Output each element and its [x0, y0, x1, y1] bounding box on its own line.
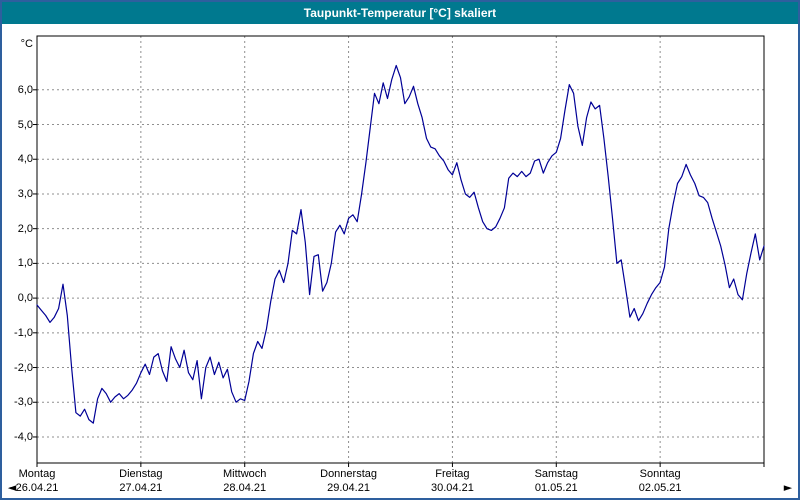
y-tick-label: -3,0	[14, 396, 33, 409]
x-day-date-label: 28.04.21	[223, 482, 267, 494]
y-tick-label: 4,0	[17, 153, 33, 166]
x-day-name-label: Freitag	[435, 468, 470, 480]
line-chart-plot	[33, 35, 765, 467]
scroll-left-button[interactable]: ◄	[4, 480, 20, 495]
x-day-date-label: 29.04.21	[327, 482, 370, 494]
y-tick-label: 2,0	[17, 222, 33, 235]
y-tick-label: -2,0	[14, 361, 33, 374]
y-tick-label: 6,0	[17, 83, 33, 96]
y-tick-label: 1,0	[17, 257, 33, 270]
y-tick-label: -4,0	[14, 430, 33, 443]
scroll-right-button[interactable]: ►	[780, 480, 796, 495]
x-day-name-label: Mittwoch	[223, 468, 267, 480]
y-axis-unit-label: °C	[20, 38, 33, 50]
x-day-name-label: Montag	[18, 468, 56, 480]
y-tick-label: 5,0	[17, 118, 33, 131]
series-line-taupunkt	[36, 64, 765, 424]
x-day-name-label: Donnerstag	[320, 468, 377, 480]
y-tick-label: 3,0	[17, 187, 33, 200]
y-tick-label: 0,0	[17, 292, 33, 305]
x-day-date-label: 01.05.21	[534, 482, 578, 494]
x-day-date-label: 02.05.21	[638, 482, 682, 494]
x-day-name-label: Sonntag	[639, 468, 681, 480]
plot-frame	[36, 35, 765, 464]
chart-title: Taupunkt-Temperatur [°C] skaliert	[303, 6, 497, 20]
y-tick-label: -1,0	[14, 326, 33, 339]
window-titlebar: Taupunkt-Temperatur [°C] skaliert	[2, 2, 798, 24]
x-day-name-label: Dienstag	[119, 468, 163, 480]
x-day-name-label: Samstag	[534, 468, 578, 480]
x-day-date-label: 30.04.21	[431, 482, 474, 494]
x-day-date-label: 27.04.21	[119, 482, 163, 494]
x-day-date-label: 26.04.21	[15, 482, 59, 494]
chart-area: °C ◄ ► 6,0 5,0 4,0 3,0 2,0 1,0 0,0 -1,0 -2,0 -3,0…	[2, 24, 798, 498]
